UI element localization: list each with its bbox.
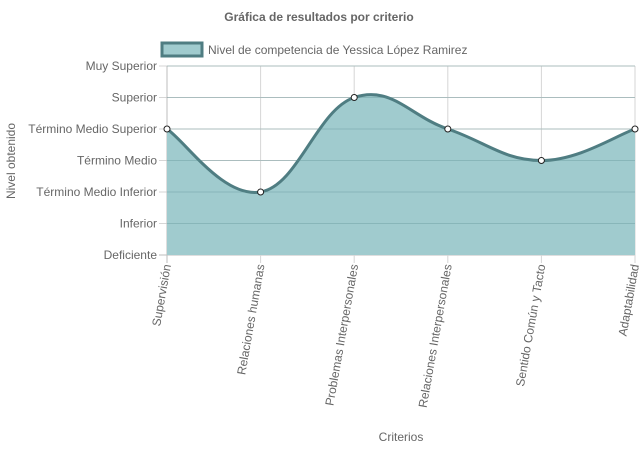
y-tick-label: Término Medio Inferior [36,185,157,199]
data-points [163,94,639,196]
data-point[interactable] [257,188,265,196]
y-tick-label: Inferior [120,217,157,231]
y-tick-label: Término Medio Superior [28,122,157,136]
y-axis-title: Nivel obtenido [4,123,18,199]
y-tick-label: Término Medio [77,154,157,168]
y-tick-label: Superior [112,91,157,105]
data-point[interactable] [631,125,639,133]
y-axis-ticks: Deficiente Inferior Término Medio Inferior… [28,59,157,262]
legend[interactable]: Nivel de competencia de Yessica López Ra… [160,41,467,58]
data-point[interactable] [444,125,452,133]
series-line [166,93,636,194]
y-tick-label: Deficiente [104,248,158,262]
x-tick-label: Relaciones humanas [234,263,267,376]
chart-title: Gráfica de resultados por criterio [224,10,413,24]
y-tick-label: Muy Superior [86,59,157,73]
x-tick-label: Sentido Común y Tacto [513,263,548,388]
data-point[interactable] [537,157,545,164]
legend-label[interactable]: Nivel de competencia de Yessica López Ra… [208,43,467,57]
x-axis-ticks: Supervisión Relaciones humanas Problemas I… [149,263,639,409]
x-tick-label: Problemas Interpersonales [322,263,361,407]
x-tick-label: Supervisión [149,263,174,327]
legend-swatch[interactable] [160,41,204,58]
x-axis-title: Criterios [379,430,424,444]
x-tick-label: Adaptabilidad [616,263,639,337]
x-tick-label: Relaciones Interpersonales [416,263,455,409]
data-point[interactable] [350,94,358,101]
series-area [166,65,636,256]
series-fill [167,94,635,256]
data-point[interactable] [163,125,171,133]
